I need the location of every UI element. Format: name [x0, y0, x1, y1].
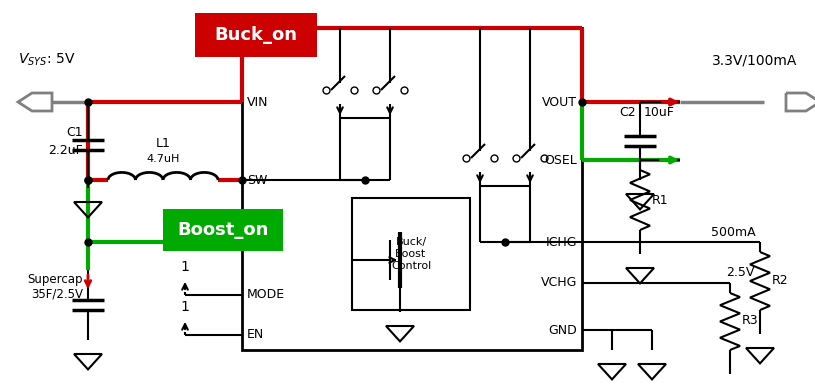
FancyBboxPatch shape	[163, 209, 283, 251]
Text: 4.7uH: 4.7uH	[147, 154, 179, 164]
Text: MODE: MODE	[247, 288, 285, 301]
Text: $V_{SYS}$: 5V: $V_{SYS}$: 5V	[18, 52, 76, 68]
Text: 35F/2.5V: 35F/2.5V	[31, 288, 83, 301]
Text: Buck_on: Buck_on	[214, 26, 297, 44]
Text: VOUT: VOUT	[542, 96, 577, 109]
Text: 1: 1	[181, 300, 189, 314]
Text: Buck/
Boost
Control: Buck/ Boost Control	[391, 237, 431, 271]
FancyBboxPatch shape	[195, 13, 317, 57]
Text: C2: C2	[619, 106, 636, 119]
Text: OSEL: OSEL	[544, 154, 577, 167]
Bar	[352, 198, 470, 310]
Text: 500mA: 500mA	[711, 225, 756, 238]
Text: R2: R2	[772, 275, 789, 288]
Text: 10uF: 10uF	[644, 106, 675, 119]
Text: ICHG: ICHG	[545, 235, 577, 248]
Text: Boost_on: Boost_on	[178, 221, 269, 239]
Bar	[242, 28, 582, 350]
Text: VCHG: VCHG	[540, 276, 577, 290]
Text: 3.3V/100mA: 3.3V/100mA	[711, 53, 797, 67]
Text: 2.2uF: 2.2uF	[48, 144, 83, 157]
Text: L1: L1	[156, 137, 170, 150]
Text: SUP: SUP	[247, 235, 271, 248]
Text: R3: R3	[742, 314, 759, 328]
Text: Supercap: Supercap	[28, 273, 83, 286]
Text: 2.5V: 2.5V	[726, 266, 755, 280]
Text: R1: R1	[652, 194, 668, 207]
Text: C1: C1	[66, 126, 83, 139]
Text: GND: GND	[548, 323, 577, 336]
Text: EN: EN	[247, 328, 264, 341]
Text: VIN: VIN	[247, 96, 268, 109]
Text: 1: 1	[181, 260, 189, 274]
Text: SW: SW	[247, 174, 267, 187]
